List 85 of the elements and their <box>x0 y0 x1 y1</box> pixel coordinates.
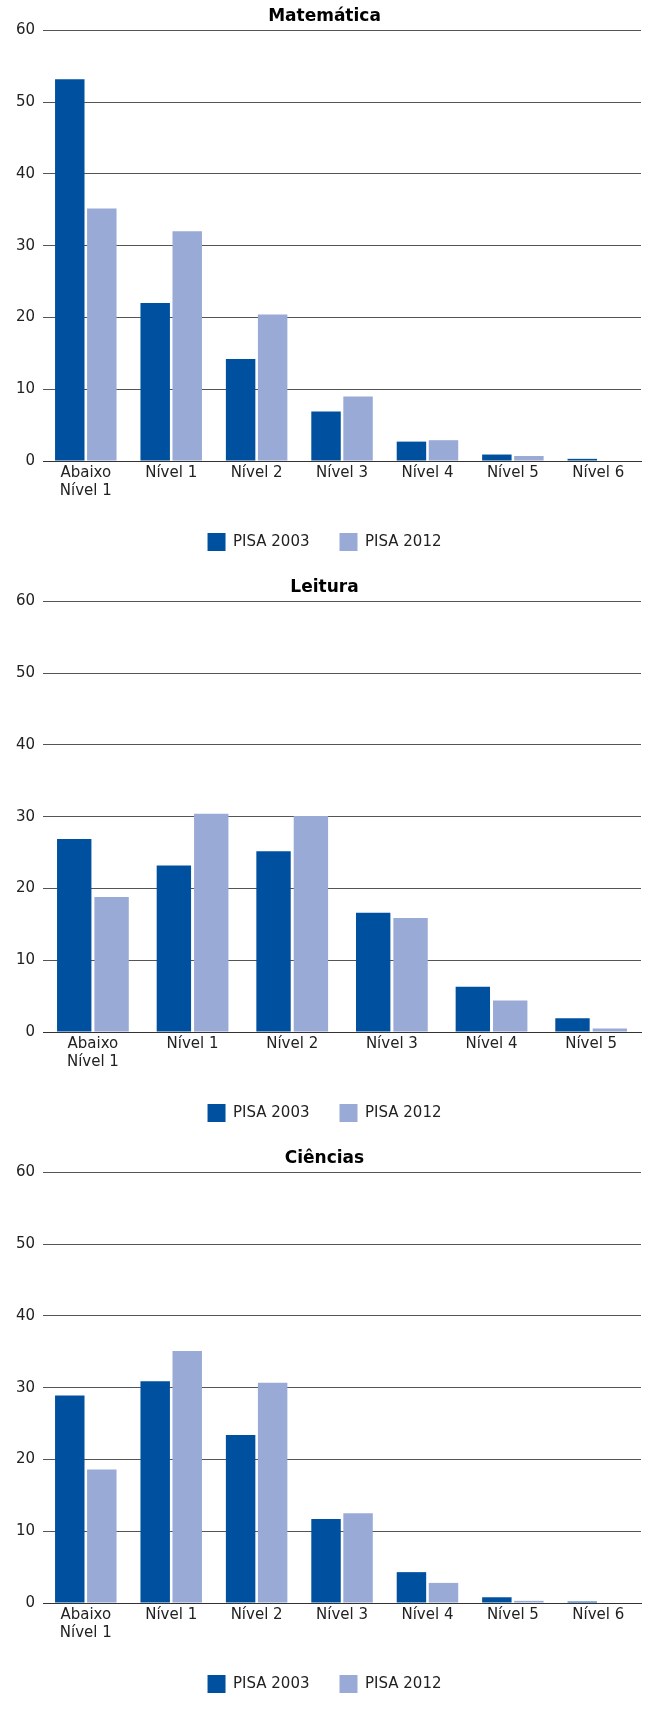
x-tick-label: Nível 2 <box>266 1033 319 1052</box>
bar <box>514 455 544 461</box>
bar <box>87 208 117 461</box>
bar <box>55 1395 85 1603</box>
x-tick-label: Nível 4 <box>401 462 454 481</box>
bar <box>428 1582 459 1603</box>
bar <box>343 1513 373 1603</box>
bar <box>428 440 459 461</box>
x-tick-label: Abaixo Nível 1 <box>59 1604 112 1641</box>
bar <box>256 851 291 1032</box>
x-tick-label: Abaixo Nível 1 <box>66 1033 119 1070</box>
chart-title: Ciências <box>284 1146 365 1167</box>
legend-label: PISA 2003 <box>233 1673 310 1692</box>
y-tick-label: 30 <box>15 235 36 254</box>
chart-title: Leitura <box>290 575 359 596</box>
bar <box>57 838 92 1032</box>
legend-label: PISA 2003 <box>233 1102 310 1121</box>
x-tick-label: Nível 2 <box>230 462 283 481</box>
y-tick-label: 60 <box>15 591 36 610</box>
bar <box>555 1018 590 1032</box>
bar <box>311 1519 341 1603</box>
x-tick-label: Nível 1 <box>145 1604 198 1623</box>
y-tick-label: 0 <box>25 450 36 469</box>
x-tick-label: Nível 3 <box>365 1033 418 1052</box>
x-tick-label: Nível 4 <box>465 1033 518 1052</box>
bar <box>156 865 192 1032</box>
bar <box>225 359 256 461</box>
y-tick-label: 50 <box>15 92 36 111</box>
bar <box>140 1381 170 1603</box>
x-tick-label: Nível 5 <box>486 462 539 481</box>
x-tick-label: Nível 1 <box>145 462 198 481</box>
bar <box>94 897 129 1032</box>
y-tick-label: 50 <box>15 1234 36 1253</box>
x-tick-label: Nível 6 <box>572 462 625 481</box>
legend-label: PISA 2003 <box>233 531 310 550</box>
x-tick-label: Nível 2 <box>230 1604 283 1623</box>
chart-title: Matemática <box>268 4 381 25</box>
x-tick-label: Nível 3 <box>316 462 369 481</box>
y-tick-label: 10 <box>15 1521 36 1540</box>
y-tick-label: 30 <box>15 806 36 825</box>
bar <box>172 1351 202 1603</box>
y-tick-label: 40 <box>15 734 36 753</box>
bar <box>257 314 288 461</box>
y-tick-label: 20 <box>15 307 36 326</box>
y-tick-label: 40 <box>15 1305 36 1324</box>
y-tick-label: 30 <box>15 1377 36 1396</box>
bar <box>140 303 170 461</box>
y-tick-label: 60 <box>15 20 36 39</box>
y-tick-label: 20 <box>15 878 36 897</box>
x-tick-label: Nível 4 <box>401 1604 454 1623</box>
bar <box>343 396 373 461</box>
bar <box>194 813 229 1032</box>
bar <box>311 411 341 461</box>
legend-label: PISA 2012 <box>365 1673 442 1692</box>
x-tick-label: Nível 3 <box>316 1604 369 1623</box>
bar <box>482 1597 512 1603</box>
bar <box>293 815 329 1032</box>
x-tick-label: Abaixo Nível 1 <box>59 462 112 499</box>
bar <box>393 917 428 1032</box>
bar <box>396 1572 427 1603</box>
legend-label: PISA 2012 <box>365 1102 442 1121</box>
x-tick-label: Nível 6 <box>572 1604 625 1623</box>
y-tick-label: 0 <box>25 1592 36 1611</box>
y-tick-label: 40 <box>15 163 36 182</box>
x-tick-label: Nível 5 <box>565 1033 618 1052</box>
bar <box>396 441 427 461</box>
bar <box>592 1028 628 1032</box>
bar <box>482 454 512 461</box>
bar <box>455 986 491 1032</box>
y-tick-label: 10 <box>15 379 36 398</box>
y-tick-label: 0 <box>25 1021 36 1040</box>
bar <box>493 1000 528 1032</box>
y-tick-label: 10 <box>15 950 36 969</box>
bar <box>87 1469 117 1603</box>
bar <box>172 231 202 461</box>
y-tick-label: 50 <box>15 663 36 682</box>
bar <box>356 912 391 1032</box>
x-tick-label: Nível 5 <box>486 1604 539 1623</box>
y-tick-label: 20 <box>15 1449 36 1468</box>
bar <box>225 1435 256 1603</box>
y-tick-label: 60 <box>15 1162 36 1181</box>
x-tick-label: Nível 1 <box>166 1033 219 1052</box>
bar <box>257 1382 288 1603</box>
bar <box>55 79 85 461</box>
legend-label: PISA 2012 <box>365 531 442 550</box>
